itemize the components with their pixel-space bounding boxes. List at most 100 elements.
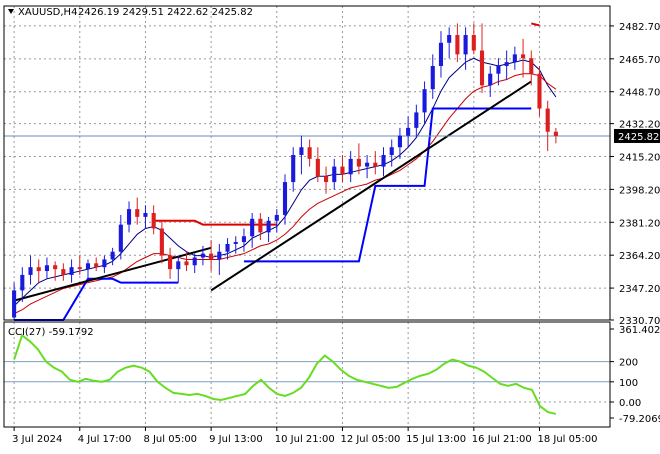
candle-body [365, 162, 370, 167]
candle-body [438, 42, 444, 66]
resistance-line [153, 219, 277, 226]
time-tick-label: 18 Jul 05:00 [537, 434, 597, 445]
candle-body [471, 35, 476, 51]
candle-body [94, 263, 99, 268]
candle-body [397, 135, 402, 148]
candle-body [44, 265, 49, 272]
resistance-line-2 [531, 22, 540, 27]
candle-body [488, 73, 493, 86]
candle-body [389, 147, 394, 155]
price-panel-frame [3, 5, 611, 321]
candle-body [126, 209, 132, 225]
candle-body [53, 265, 58, 270]
price-tick-label: 2415.20 [619, 153, 660, 164]
cci-panel-frame [3, 321, 611, 428]
candle-body [430, 65, 435, 90]
candle-body [12, 290, 17, 318]
candle-body [479, 50, 485, 86]
time-tick-label: 9 Jul 13:00 [209, 434, 263, 445]
cci-tick-label: 200 [619, 358, 638, 369]
price-tick-label: 2364.20 [619, 251, 660, 262]
cci-tick-label: 0.00 [619, 398, 641, 409]
candle-body [529, 58, 534, 74]
candle-body [184, 261, 189, 266]
cci-tick-label: -79.2069 [619, 414, 660, 425]
candle-body [217, 251, 222, 260]
candle-body [323, 176, 329, 183]
candle-body [102, 259, 107, 268]
candle-body [250, 218, 255, 237]
support-line-2 [243, 107, 532, 263]
cci-tick-label: 100 [619, 378, 638, 389]
time-tick-label: 16 Jul 21:00 [472, 434, 532, 445]
current-price-label: 2425.82 [618, 132, 659, 143]
candle-body [135, 209, 140, 217]
time-tick-label: 15 Jul 13:00 [406, 434, 466, 445]
candle-body [266, 220, 271, 233]
current-price-box [614, 128, 660, 143]
candle-body [315, 158, 320, 177]
candle-body [274, 214, 279, 221]
collapse-triangle-icon [8, 9, 14, 14]
price-tick-label: 2448.70 [619, 88, 660, 99]
candle-body [521, 54, 526, 59]
price-tick-label: 2330.70 [619, 316, 660, 327]
candle-body [118, 224, 123, 252]
candle-body [512, 54, 517, 63]
cci-line [13, 333, 557, 415]
candle-body [537, 73, 542, 109]
cci-label: CCI(27) -59.1792 [8, 327, 94, 338]
candle-body [200, 253, 205, 258]
candle-body [381, 154, 386, 167]
candle-body [455, 35, 460, 55]
candle-body [110, 251, 115, 260]
time-tick-label: 12 Jul 05:00 [340, 434, 400, 445]
candle-body [61, 269, 66, 275]
candle-body [406, 127, 411, 136]
ohlc-readout: 2426.19 2429.51 2422.62 2425.82 [78, 7, 253, 18]
candle-body [553, 131, 558, 136]
cci-tick-label: 361.4026 [619, 325, 660, 336]
candle-body [299, 147, 304, 155]
candle-body [463, 35, 468, 55]
price-tick-label: 2381.20 [619, 218, 660, 229]
candle-body [348, 158, 353, 175]
time-tick-label: 3 Jul 2024 [12, 434, 62, 445]
candle-body [307, 147, 312, 159]
price-tick-label: 2432.20 [619, 120, 660, 131]
candle-body [356, 158, 361, 167]
candle-body [241, 236, 247, 243]
price-tick-label: 2465.70 [619, 55, 660, 66]
candle-body [282, 182, 288, 215]
candle-body [168, 255, 173, 270]
candle-body [340, 166, 345, 175]
candle-body [545, 108, 550, 132]
symbol-label: XAUUSD,H4 [18, 7, 77, 18]
time-tick-label: 4 Jul 17:00 [78, 434, 132, 445]
candle-body [20, 274, 25, 291]
candle-body [77, 267, 82, 270]
candle-body [291, 154, 296, 183]
candle-body [258, 218, 263, 233]
candle-body [422, 89, 427, 113]
candle-body [36, 267, 41, 272]
candle-body [143, 213, 148, 217]
candle-body [28, 267, 33, 275]
candle-body [176, 261, 181, 270]
candle-body [85, 263, 91, 270]
candle-body [151, 213, 156, 229]
candle-body [414, 112, 419, 128]
candle-body [209, 253, 214, 260]
price-tick-label: 2347.20 [619, 284, 660, 295]
support-line-1 [14, 277, 179, 321]
price-tick-label: 2398.20 [619, 185, 660, 196]
candle-body [192, 257, 197, 266]
candle-body [233, 242, 238, 244]
candle-body [225, 243, 230, 252]
candle-body [69, 267, 74, 275]
candle-body [504, 62, 509, 66]
time-tick-label: 8 Jul 05:00 [143, 434, 197, 445]
candle-body [332, 166, 337, 183]
